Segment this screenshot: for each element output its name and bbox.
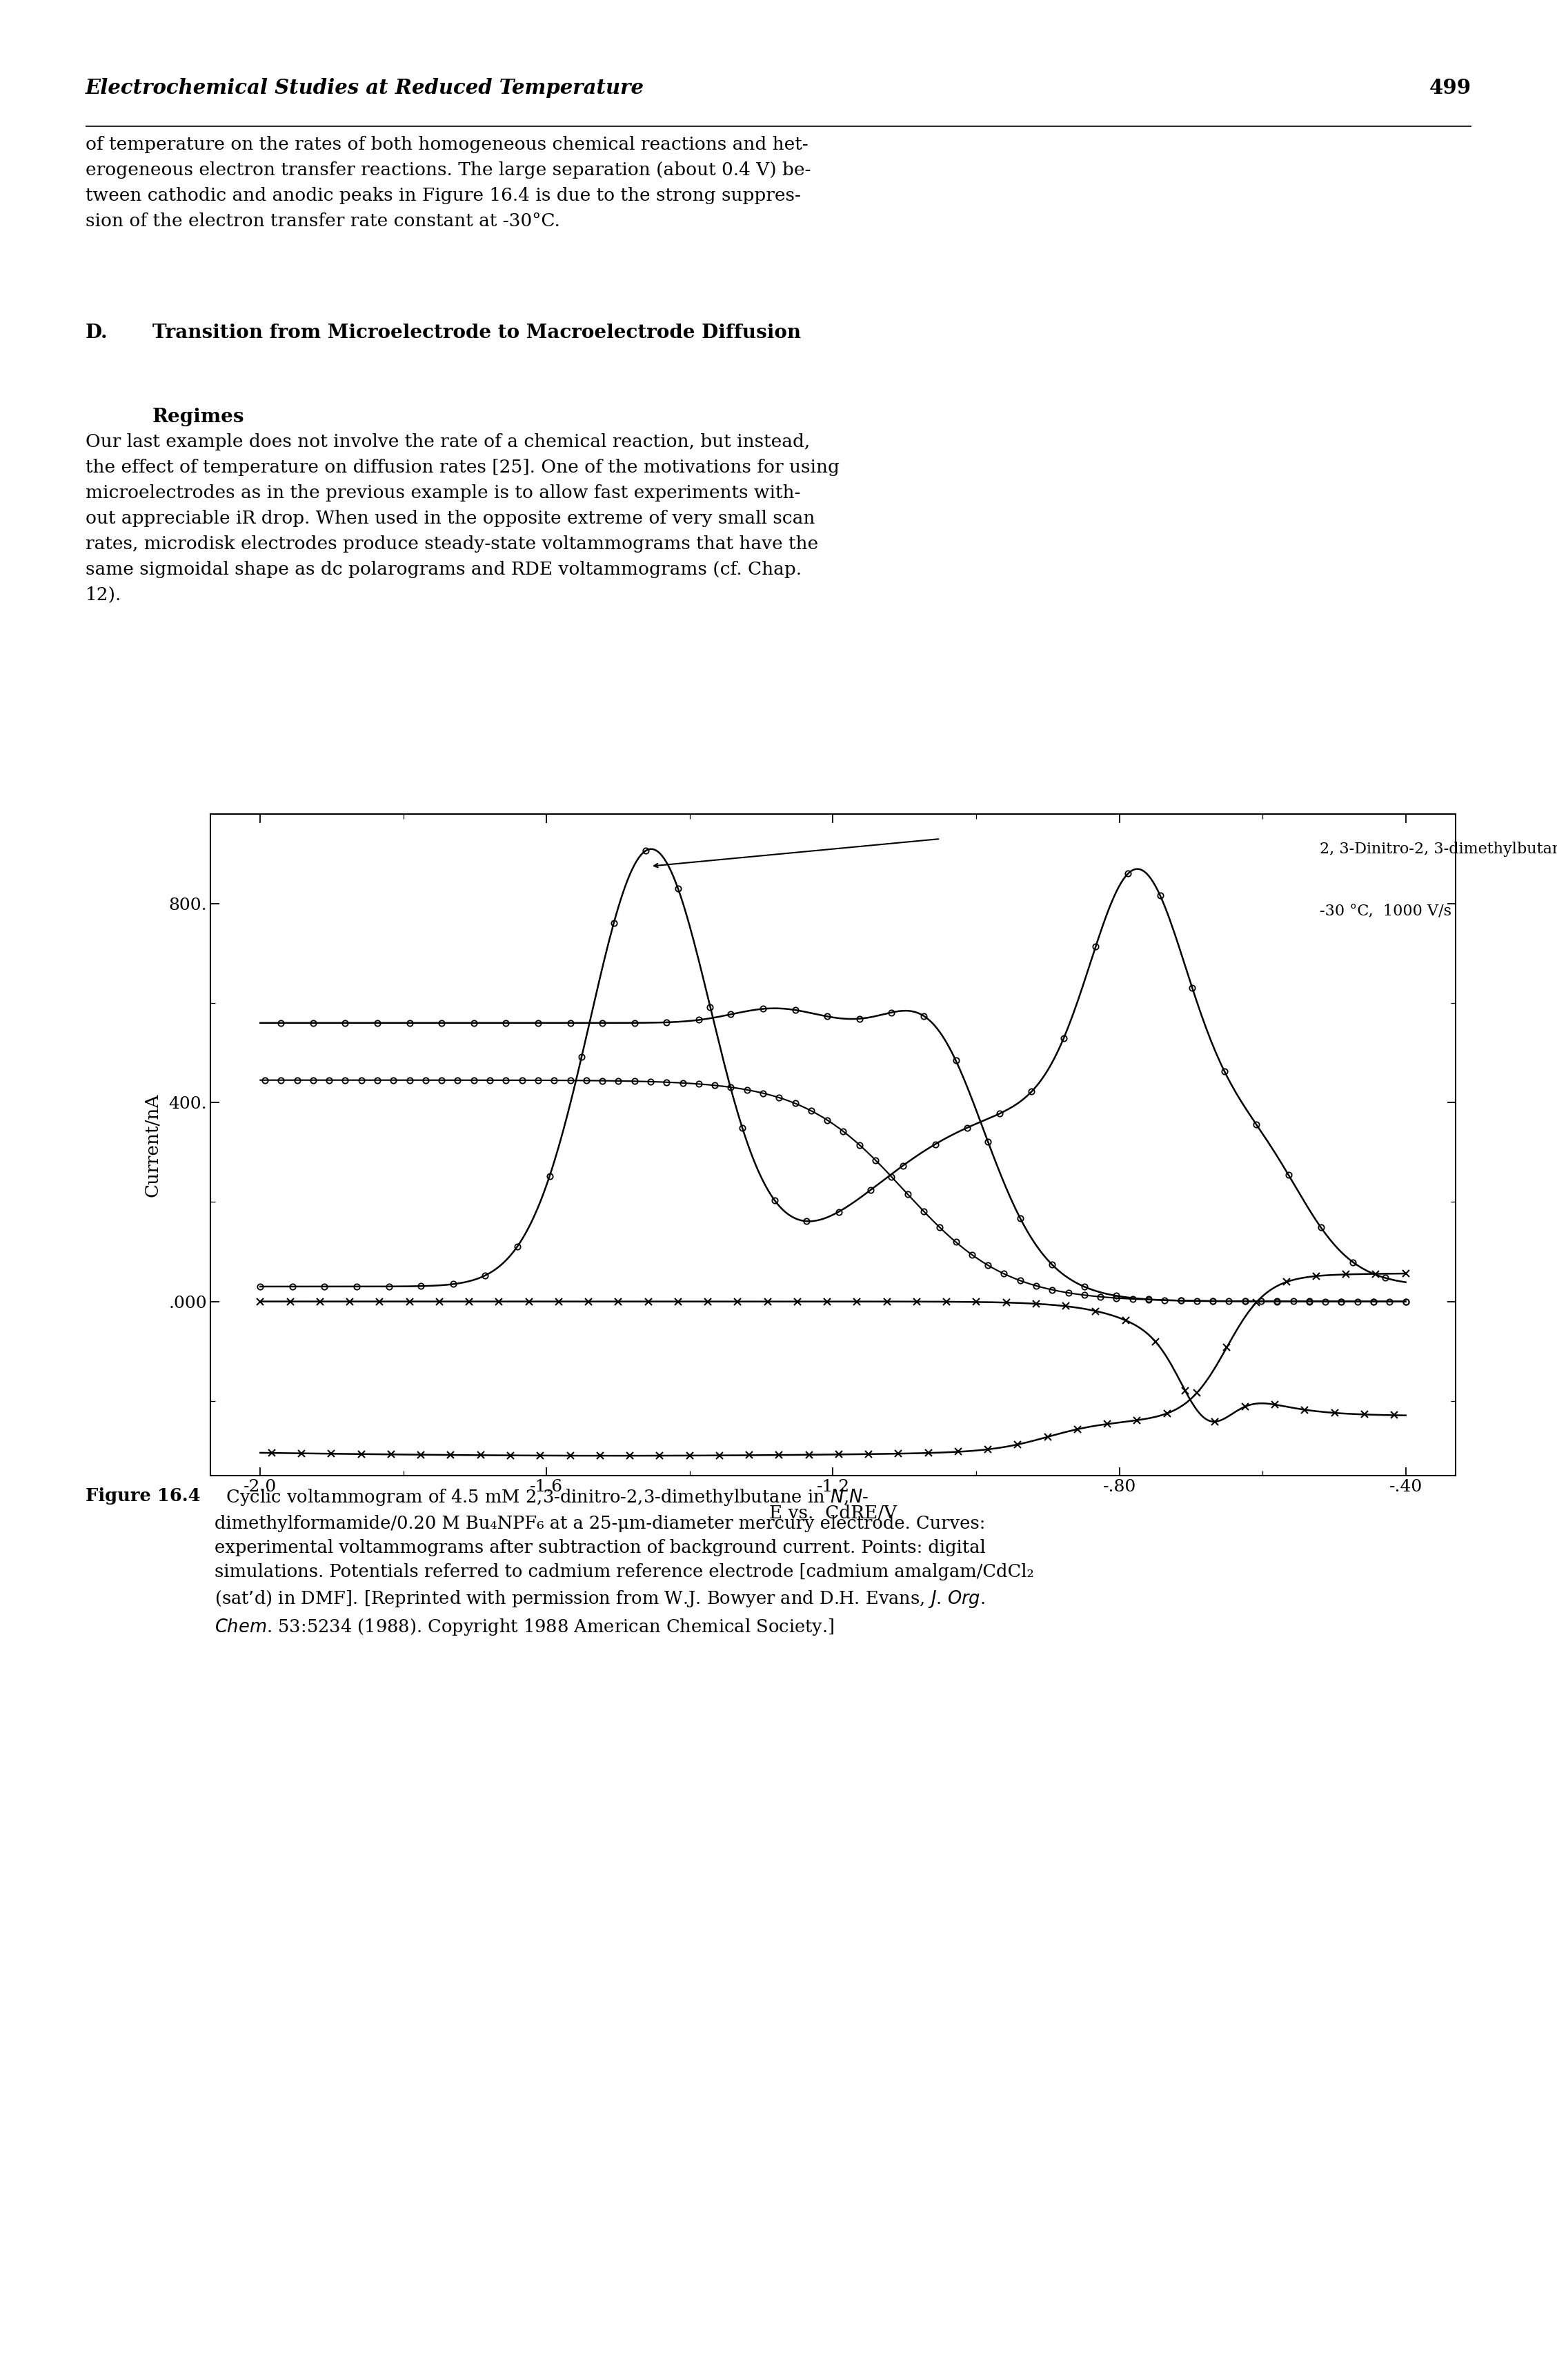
Text: 2, 3-Dinitro-2, 3-dimethylbutane: 2, 3-Dinitro-2, 3-dimethylbutane [1320,840,1557,857]
Text: Regimes: Regimes [153,407,244,426]
Text: Transition from Microelectrode to Macroelectrode Diffusion: Transition from Microelectrode to Macroe… [153,324,800,343]
X-axis label: E vs.  CdRE/V: E vs. CdRE/V [769,1504,897,1521]
Text: -30 °C,  1000 V/s: -30 °C, 1000 V/s [1320,904,1451,919]
Text: 499: 499 [1429,79,1471,98]
Text: Our last example does not involve the rate of a chemical reaction, but instead,
: Our last example does not involve the ra… [86,433,839,605]
Text: Figure 16.4: Figure 16.4 [86,1488,201,1504]
Text: Cyclic voltammogram of 4.5 mM 2,3-dinitro-2,3-dimethylbutane in $N$,$N$-
dimethy: Cyclic voltammogram of 4.5 mM 2,3-dinitr… [215,1488,1034,1637]
Text: of temperature on the rates of both homogeneous chemical reactions and het-
erog: of temperature on the rates of both homo… [86,136,811,228]
Y-axis label: Current/nA: Current/nA [143,1092,160,1197]
Text: Electrochemical Studies at Reduced Temperature: Electrochemical Studies at Reduced Tempe… [86,79,645,98]
Text: D.: D. [86,324,107,343]
